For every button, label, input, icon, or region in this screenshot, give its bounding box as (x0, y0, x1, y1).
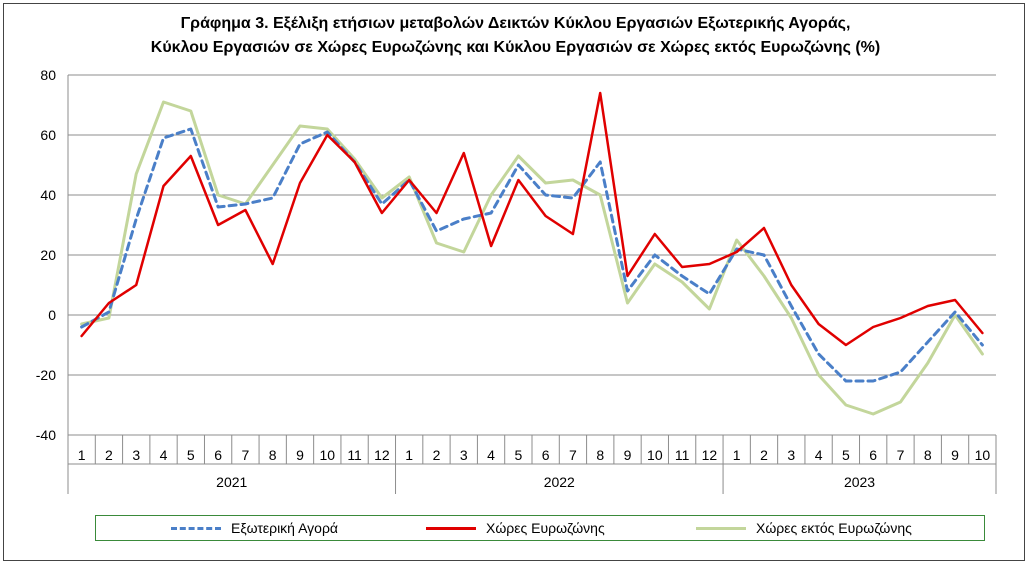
x-tick-label: 10 (975, 447, 991, 463)
y-tick-label: 60 (40, 127, 56, 143)
x-tick-label: 4 (160, 447, 168, 463)
x-tick-label: 2 (760, 447, 768, 463)
legend-swatch (696, 526, 746, 530)
x-tick-label: 10 (320, 447, 336, 463)
x-tick-label: 1 (405, 447, 413, 463)
chart-title-line-1: Γράφημα 3. Εξέλιξη ετήσιων μεταβολών Δει… (180, 15, 851, 32)
x-tick-label: 9 (296, 447, 304, 463)
gridlines (68, 74, 996, 376)
legend-swatch (426, 526, 476, 530)
year-label: 2023 (844, 474, 875, 490)
legend-item: Χώρες Ευρωζώνης (426, 516, 605, 540)
x-tick-label: 3 (132, 447, 140, 463)
y-tick-label: -40 (36, 427, 56, 443)
legend-label: Εξωτερική Αγορά (231, 520, 339, 536)
x-tick-label: 7 (897, 447, 905, 463)
legend-item: Χώρες εκτός Ευρωζώνης (696, 516, 912, 540)
year-label: 2021 (216, 474, 247, 490)
x-tick-label: 1 (733, 447, 741, 463)
x-tick-label: 5 (842, 447, 850, 463)
x-axis: 1 2 3 4 5 6 7 8 9 10 11 12 1 2 3 4 5 6 7 8 9 10 11 12 1 2 3 4 5 6 7 8 9 1… (67, 434, 997, 494)
legend-label: Χώρες Ευρωζώνης (486, 520, 605, 536)
x-tick-label: 9 (624, 447, 632, 463)
y-tick-label: 0 (48, 307, 56, 323)
series-line-1 (80, 127, 984, 383)
x-tick-label: 5 (514, 447, 522, 463)
x-tick-label: 10 (647, 447, 663, 463)
series-line-3 (80, 100, 984, 416)
y-tick-label: 40 (40, 187, 56, 203)
chart-frame (3, 3, 1025, 561)
x-tick-label: 8 (596, 447, 604, 463)
y-tick-label: -20 (36, 367, 56, 383)
series-lines (80, 91, 984, 416)
y-tick-label: 20 (40, 247, 56, 263)
chart-title: Γράφημα 3. Εξέλιξη ετήσιων μεταβολών Δει… (0, 12, 1031, 60)
x-tick-label: 8 (924, 447, 932, 463)
legend-label: Χώρες εκτός Ευρωζώνης (756, 520, 912, 536)
chart-title-line-2: Κύκλου Εργασιών σε Χώρες Ευρωζώνης και Κ… (150, 39, 881, 56)
x-tick-label: 6 (214, 447, 222, 463)
y-axis: -40 -20 0 20 40 60 80 (36, 67, 69, 443)
x-tick-label: 11 (347, 447, 362, 463)
year-label: 2022 (544, 474, 575, 490)
x-tick-label: 9 (951, 447, 959, 463)
legend-item: Εξωτερική Αγορά (171, 516, 338, 540)
x-tick-label: 11 (675, 447, 690, 463)
x-tick-label: 4 (487, 447, 495, 463)
series-line-2 (80, 91, 984, 347)
x-tick-label: 7 (569, 447, 577, 463)
x-tick-label: 2 (433, 447, 441, 463)
x-tick-label: 1 (78, 447, 86, 463)
x-tick-label: 7 (242, 447, 250, 463)
x-tick-label: 5 (187, 447, 195, 463)
x-tick-label: 12 (374, 447, 390, 463)
x-tick-label: 6 (542, 447, 550, 463)
x-tick-label: 3 (460, 447, 468, 463)
x-tick-label: 12 (702, 447, 718, 463)
x-tick-label: 2 (105, 447, 113, 463)
x-tick-label: 6 (869, 447, 877, 463)
x-tick-label: 4 (815, 447, 823, 463)
x-tick-label: 8 (269, 447, 277, 463)
legend-swatch (171, 526, 221, 530)
y-tick-label: 80 (40, 67, 56, 83)
legend: Εξωτερική Αγορά Χώρες Ευρωζώνης Χώρες εκτό… (95, 515, 985, 541)
x-tick-label: 3 (787, 447, 795, 463)
